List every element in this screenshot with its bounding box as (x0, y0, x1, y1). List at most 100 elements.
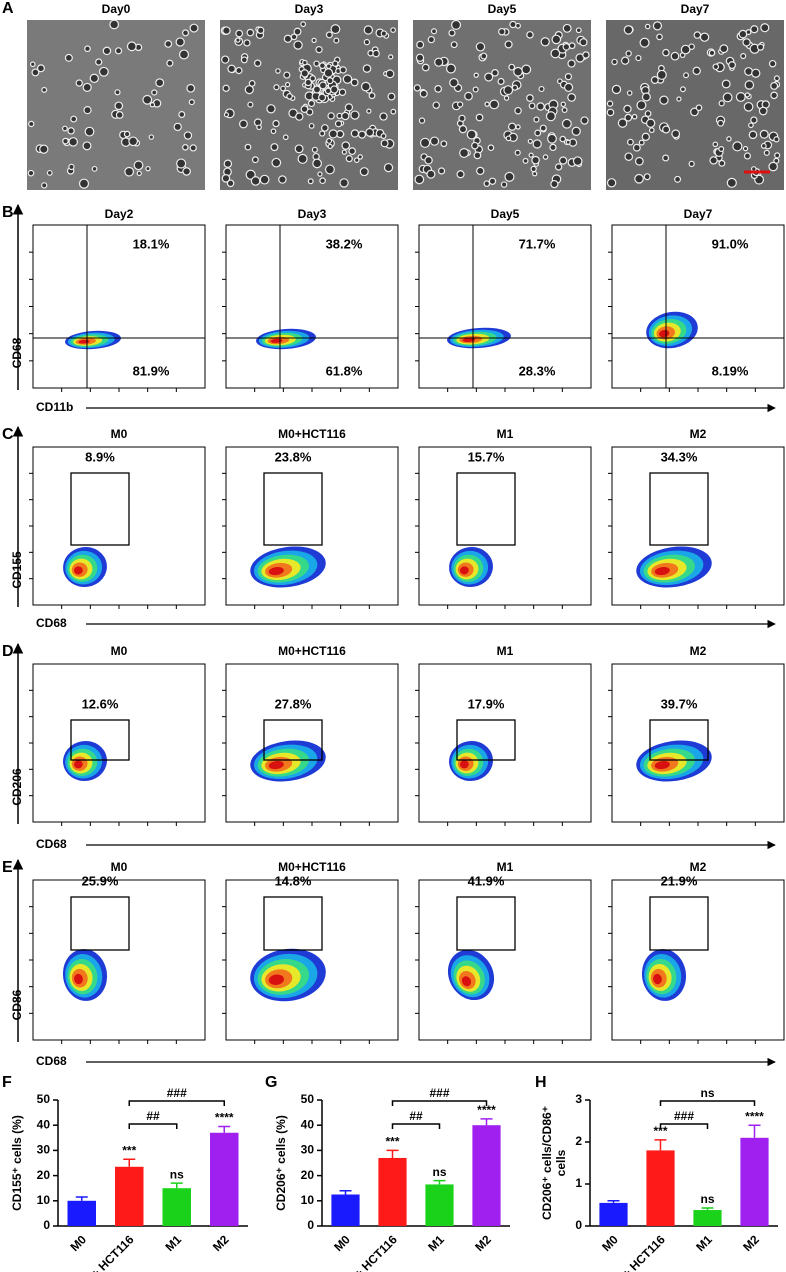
cell (634, 173, 644, 184)
y-axis-label: CD206⁺ cells/CD86⁺ (540, 1106, 554, 1220)
cell (564, 72, 573, 81)
cell (338, 88, 347, 96)
cell (182, 29, 190, 37)
x-tick-label: M0 (331, 1232, 353, 1254)
x-tick-label: M1 (425, 1232, 447, 1254)
cell (342, 74, 353, 84)
cell (487, 144, 495, 152)
cell (353, 157, 360, 163)
cell (175, 37, 185, 47)
cell (623, 104, 632, 114)
cell (295, 112, 304, 121)
cell (256, 26, 265, 35)
cell (89, 73, 99, 84)
cell (41, 182, 48, 189)
cell (259, 174, 270, 185)
cell (750, 116, 758, 124)
cell (528, 152, 534, 158)
cell (515, 22, 521, 29)
cell (115, 111, 124, 119)
cell (695, 104, 703, 112)
cell (437, 167, 446, 175)
cell (440, 140, 448, 148)
cell (82, 82, 92, 92)
cell (458, 114, 466, 123)
cell (624, 152, 634, 161)
cell (78, 178, 90, 189)
cell (508, 122, 517, 131)
cell (278, 175, 287, 184)
density-blob (449, 740, 493, 782)
panel-letter: F (2, 1074, 12, 1091)
quadrant-percent: 8.19% (712, 363, 749, 378)
cell (114, 101, 124, 111)
plot-title: M0+HCT116 (278, 644, 346, 658)
cell (357, 130, 367, 139)
panel-letter: C (2, 426, 14, 443)
gate-percent: 23.8% (275, 449, 312, 464)
cell (744, 80, 755, 90)
cell (67, 127, 75, 135)
gate (456, 472, 516, 546)
bar (67, 1200, 96, 1226)
cell (327, 112, 335, 120)
gate (263, 472, 323, 546)
significance: **** (477, 1103, 496, 1117)
plot-frame (32, 446, 206, 606)
cell (84, 45, 91, 53)
cell (561, 118, 572, 129)
y-tick-label: 3 (575, 1092, 582, 1106)
cell (419, 137, 431, 148)
error-bar (607, 1200, 620, 1203)
x-tick-label: M0+ HCT116 (608, 1232, 668, 1272)
cell (238, 119, 248, 129)
cell (372, 49, 380, 58)
cell (449, 77, 459, 88)
cell (688, 160, 695, 168)
plot-title: Day7 (684, 207, 713, 221)
cell (549, 143, 557, 152)
cell (532, 139, 542, 149)
cell (575, 27, 582, 34)
density-level (459, 760, 469, 769)
cell (270, 143, 279, 152)
cell (68, 137, 79, 147)
error-bar (123, 1158, 136, 1167)
cell (366, 108, 372, 114)
density-blob (641, 949, 687, 1001)
cell (270, 128, 277, 135)
cell (317, 171, 323, 177)
bracket-label: ## (146, 1109, 160, 1123)
cell (606, 100, 614, 107)
cell (98, 66, 109, 77)
error-bar (433, 1179, 446, 1185)
cell (325, 63, 332, 70)
plot-title: M0 (111, 644, 128, 658)
cell (464, 91, 473, 101)
plot-frame (611, 879, 785, 1041)
bracket (659, 1123, 709, 1129)
cell (445, 63, 456, 74)
x-axis-label: CD68 (36, 616, 67, 630)
cell (514, 149, 521, 156)
y-tick-label: 0 (307, 1218, 314, 1232)
cell (652, 21, 663, 31)
cell (266, 104, 276, 114)
cell (235, 66, 243, 75)
image-title: Day0 (102, 2, 131, 16)
cell (323, 68, 334, 78)
cell (611, 58, 618, 66)
significance: **** (745, 1109, 764, 1123)
cell (542, 154, 549, 160)
cell (357, 154, 363, 160)
cell (68, 163, 75, 171)
plot-frame (418, 663, 592, 823)
cell (300, 21, 307, 28)
plot-frame (611, 446, 785, 606)
cell (641, 92, 651, 102)
cell (149, 102, 156, 108)
cell (360, 81, 371, 92)
cell (639, 37, 650, 48)
cell (326, 77, 334, 85)
cell (732, 141, 743, 152)
